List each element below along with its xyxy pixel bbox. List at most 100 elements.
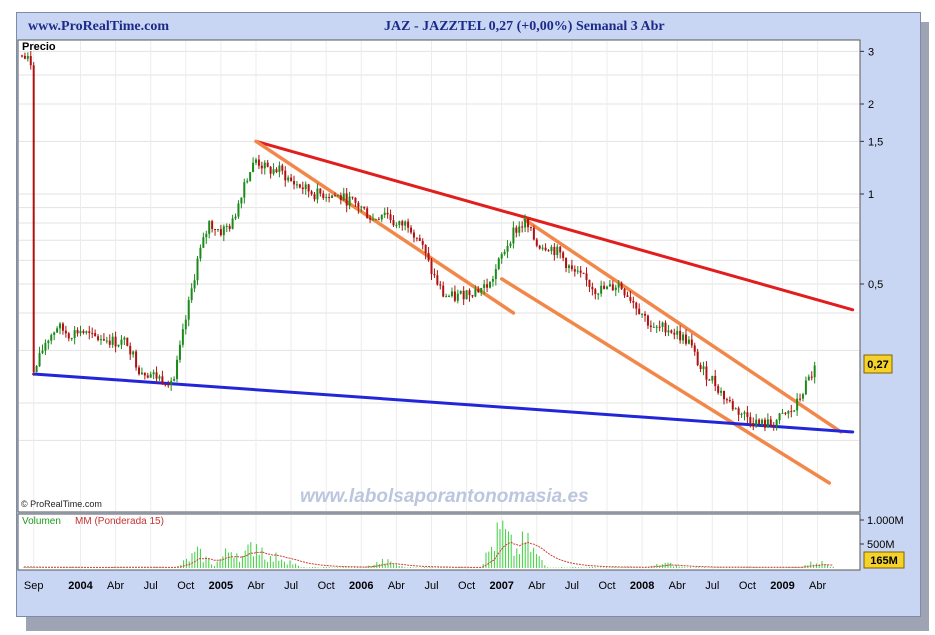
candle-body (266, 162, 269, 167)
candle-body (50, 334, 53, 341)
candle-body (725, 399, 728, 401)
candle-body (389, 214, 392, 221)
candle-body (269, 166, 272, 174)
candle-body (135, 351, 138, 368)
candle-body (196, 258, 199, 281)
candle-body (70, 338, 73, 340)
candle-body (319, 188, 322, 194)
candle-body (620, 283, 623, 290)
candle-body (32, 65, 35, 71)
candle-body (486, 284, 489, 288)
candle-body (138, 367, 140, 375)
candle-body (521, 226, 524, 228)
candle-body (310, 191, 313, 195)
candle-body (263, 162, 266, 169)
candle-body (749, 416, 752, 424)
candle-body (91, 332, 94, 334)
candle-body (790, 410, 793, 412)
candle-body (354, 197, 357, 203)
candle-body (676, 330, 679, 335)
time-tick-label: Oct (458, 580, 475, 592)
candle-body (810, 376, 813, 378)
candle-body (418, 238, 421, 241)
candle-body (219, 229, 222, 236)
candle-body (237, 203, 240, 217)
candle-body (480, 288, 483, 293)
candle-body (740, 413, 743, 415)
candle-body (506, 245, 509, 252)
candle-body (82, 331, 85, 333)
candle-body (252, 162, 255, 173)
candle-body (450, 291, 453, 297)
candle-body (723, 390, 725, 400)
time-tick-label: Jul (284, 580, 298, 592)
candle-body (556, 246, 559, 256)
candle-body (509, 243, 512, 246)
candle-body (667, 330, 670, 333)
candle-body (193, 280, 196, 289)
candle-body (714, 375, 717, 387)
candle-body (483, 284, 486, 289)
candle-body (489, 281, 491, 288)
candle-body (176, 359, 179, 379)
candle-body (758, 419, 761, 424)
candle-body (372, 219, 374, 221)
candle-body (728, 399, 731, 402)
last-price-badge (863, 354, 893, 374)
volume-y-axis: 1.000M 500M (860, 515, 904, 551)
candle-body (281, 165, 284, 171)
candle-body (641, 313, 644, 315)
candle-body (211, 221, 214, 230)
candle-body (120, 339, 123, 345)
candle-body (796, 398, 799, 411)
candle-body (76, 330, 79, 334)
candle-body (682, 334, 685, 341)
candle-body (61, 323, 64, 331)
candle-body (181, 329, 184, 345)
price-plot-area (17, 39, 861, 513)
candle-body (228, 226, 231, 229)
candle-body (99, 339, 102, 341)
candle-body (59, 323, 62, 329)
candle-body (336, 195, 339, 197)
candle-body (243, 182, 246, 198)
candle-body (778, 413, 781, 421)
candle-body (617, 283, 620, 288)
candle-body (567, 265, 570, 268)
candle-body (544, 247, 547, 251)
candle-body (398, 221, 401, 225)
candle-body (535, 239, 538, 246)
candle-body (696, 351, 699, 366)
candle-body (500, 254, 503, 259)
candle-body (32, 70, 35, 373)
candle-body (430, 260, 433, 274)
candle-body (260, 165, 263, 169)
candle-body (313, 194, 316, 200)
candle-body (761, 419, 764, 424)
candle-body (404, 221, 407, 226)
candle-body (111, 336, 114, 345)
candle-body (436, 275, 439, 285)
candle-body (304, 184, 307, 190)
candle-body (690, 339, 693, 346)
candle-body (652, 326, 655, 328)
candle-body (79, 331, 82, 334)
candle-body (114, 336, 117, 347)
candle-body (380, 214, 383, 220)
candle-body (702, 366, 705, 370)
candle-body (629, 296, 632, 301)
candle-body (649, 325, 652, 327)
candle-body (684, 334, 687, 344)
time-tick-label: Jul (144, 580, 158, 592)
site-title[interactable]: www.ProRealTime.com (28, 19, 170, 34)
candle-body (38, 352, 41, 367)
candle-body (47, 340, 50, 343)
candle-body (559, 246, 562, 253)
candle-body (187, 300, 190, 320)
candle-body (67, 333, 70, 339)
candle-body (149, 374, 152, 378)
candle-body (298, 184, 301, 188)
candle-body (345, 193, 348, 206)
volume-tick-label: 1.000M (867, 515, 904, 527)
